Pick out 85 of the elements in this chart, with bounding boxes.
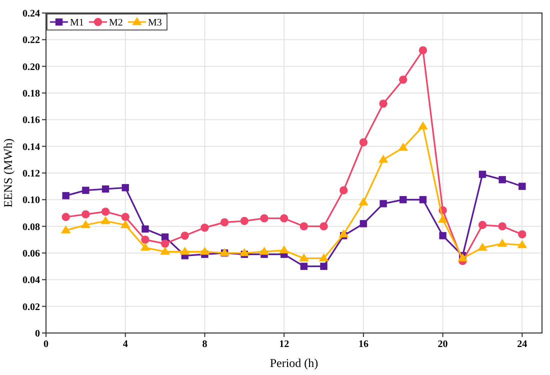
point [220, 218, 229, 226]
point [101, 208, 110, 216]
point [81, 220, 90, 228]
point [140, 243, 150, 251]
legend-label: M3 [148, 18, 162, 28]
x-tick-label: 20 [438, 339, 448, 350]
point [439, 232, 446, 240]
point [260, 214, 268, 222]
y-tick-label: 0.16 [22, 115, 40, 126]
point [102, 185, 110, 193]
point [358, 198, 368, 206]
point [200, 247, 210, 255]
point [82, 186, 90, 194]
y-tick-label: 0.02 [22, 302, 40, 313]
y-tick-label: 0.06 [22, 248, 40, 260]
point [478, 220, 487, 230]
point [142, 225, 149, 233]
point [478, 243, 488, 251]
point [180, 247, 190, 255]
point [62, 192, 70, 200]
point [260, 247, 269, 255]
point [418, 46, 428, 54]
y-tick-label: 0.14 [22, 142, 40, 153]
point [399, 76, 408, 84]
x-tick-label: 16 [358, 339, 368, 350]
point [240, 216, 248, 226]
point [300, 262, 308, 270]
point [340, 186, 348, 194]
point [100, 216, 110, 224]
point [200, 224, 209, 232]
point [339, 230, 348, 238]
point [160, 247, 170, 255]
point [418, 122, 428, 130]
point [438, 215, 448, 223]
y-tick-label: 0.12 [22, 168, 40, 180]
point [279, 246, 289, 254]
point [122, 184, 129, 192]
y-tick-label: 0.08 [22, 222, 40, 233]
y-tick-label: 0.04 [22, 275, 40, 286]
point [359, 138, 368, 146]
y-tick-label: 0.10 [22, 195, 40, 206]
point [319, 254, 328, 262]
point [82, 210, 90, 218]
point [380, 200, 387, 208]
point [518, 230, 526, 238]
y-tick-label: 0 [35, 328, 40, 340]
x-axis-title: Period (h) [270, 356, 318, 370]
point [498, 222, 506, 230]
point [360, 220, 368, 228]
point [518, 240, 527, 248]
point [378, 155, 388, 163]
point [141, 236, 150, 244]
y-axis-title: EENS (MWh) [1, 138, 15, 208]
point [240, 248, 249, 256]
point [280, 214, 288, 222]
x-tick-label: 8 [202, 339, 208, 350]
point [419, 196, 427, 204]
point [121, 212, 130, 222]
point [400, 196, 407, 204]
y-tick-label: 0.24 [22, 8, 40, 20]
point [320, 222, 328, 230]
point [160, 240, 170, 248]
point [161, 233, 169, 241]
y-tick-label: 0.22 [22, 35, 40, 46]
legend-label: M2 [109, 18, 123, 28]
y-tick-label: 0.20 [22, 62, 40, 73]
x-tick-label: 4 [122, 339, 128, 350]
legend-label: M1 [70, 18, 84, 28]
point [61, 226, 70, 234]
x-tick-label: 12 [279, 339, 290, 350]
point [498, 239, 507, 247]
point [478, 170, 486, 178]
point [498, 176, 506, 184]
point [320, 262, 328, 270]
point [398, 143, 408, 151]
point [120, 220, 130, 228]
point [379, 100, 388, 108]
y-tick-label: 0.18 [22, 88, 40, 100]
point [180, 232, 189, 240]
x-tick-label: 24 [517, 339, 528, 350]
point [299, 254, 309, 262]
x-tick-label: 0 [44, 339, 48, 350]
point [300, 222, 308, 230]
point [62, 212, 70, 222]
point [518, 182, 526, 190]
